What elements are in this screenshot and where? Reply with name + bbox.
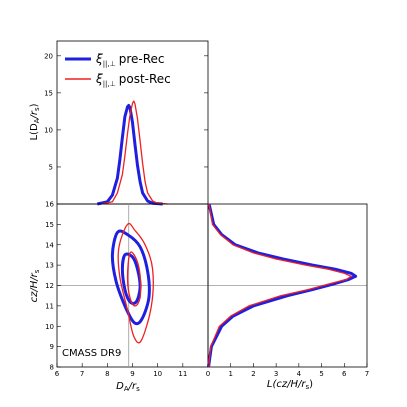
- contour-pre-rec-outer: [110, 229, 151, 326]
- bl-x-tick-label: 11: [178, 370, 187, 378]
- bl-y-tick-label: 10: [45, 323, 54, 331]
- bl-y-tick-label: 14: [45, 241, 54, 249]
- br-x-tick-label: 1: [228, 370, 232, 378]
- bl-x-tick-label: 8: [105, 370, 109, 378]
- bl-y-tick-label: 15: [45, 221, 54, 229]
- contour-post-rec-inner: [126, 251, 142, 307]
- top-y-ticks: 5 10 15 20: [44, 52, 208, 171]
- bl-x-tick-label: 9: [130, 370, 134, 378]
- bl-y-tick-label: 8: [50, 364, 54, 372]
- fiducial-lines: [57, 204, 367, 367]
- top-y-label: L(DA/rs): [29, 103, 41, 140]
- legend: ξ||,⊥ pre-Rec ξ||,⊥ post-Rec: [65, 52, 171, 88]
- annotation-cmass-dr9: CMASS DR9: [62, 348, 121, 359]
- top-series-pre-rec: [96, 104, 163, 206]
- top-left-panel: 5 10 15 20 ξ||,⊥ pre-Rec ξ||,⊥ post-Rec L(DA/…: [29, 40, 209, 206]
- bl-y-tick-label: 16: [45, 201, 54, 209]
- contour-pre-rec-inner: [120, 252, 142, 305]
- br-x-ticks: 0 1 2 3 4 5 6 7: [206, 363, 369, 378]
- bl-y-tick-label: 9: [50, 343, 54, 351]
- contours: [110, 222, 154, 344]
- br-x-tick-label: 0: [206, 370, 210, 378]
- bl-x-tick-label: 6: [55, 370, 60, 378]
- top-y-tick-label: 20: [44, 52, 53, 60]
- bottom-right-panel: 0 1 2 3 4 5 6 7 L(cz/H/rs): [206, 203, 369, 391]
- bl-y-ticks: 8 9 10 11 12 13 14 15 16: [45, 201, 61, 372]
- top-y-tick-label: 10: [44, 126, 53, 134]
- br-series-pre-rec: [207, 203, 358, 368]
- top-series-post-rec: [102, 100, 168, 205]
- br-series-post-rec: [207, 203, 352, 368]
- br-x-tick-label: 4: [297, 370, 302, 378]
- contour-post-rec-outer: [117, 222, 154, 344]
- bl-y-tick-label: 12: [45, 282, 54, 290]
- bl-y-label: cz/H/rs: [29, 269, 41, 302]
- top-y-tick-label: 15: [44, 89, 53, 97]
- bl-x-tick-label: 7: [80, 370, 84, 378]
- br-x-tick-label: 7: [365, 370, 369, 378]
- legend-post-rec-label: ξ||,⊥ post-Rec: [95, 72, 171, 88]
- top-series: [96, 100, 168, 206]
- br-x-tick-label: 6: [342, 370, 347, 378]
- br-panel-frame: [207, 203, 368, 368]
- bl-x-tick-label: 10: [153, 370, 162, 378]
- bl-x-ticks: 6 7 8 9 10 11: [55, 363, 187, 378]
- br-x-label: L(cz/H/rs): [267, 379, 313, 391]
- bl-x-label: DA/rs: [116, 381, 140, 393]
- bl-y-tick-label: 11: [45, 302, 54, 310]
- top-y-tick-label: 5: [49, 163, 53, 171]
- br-x-tick-label: 5: [319, 370, 323, 378]
- br-x-tick-label: 2: [251, 370, 255, 378]
- bl-y-tick-label: 13: [45, 262, 54, 270]
- legend-pre-rec-label: ξ||,⊥ pre-Rec: [95, 52, 165, 68]
- br-series: [207, 203, 358, 368]
- br-x-tick-label: 3: [274, 370, 278, 378]
